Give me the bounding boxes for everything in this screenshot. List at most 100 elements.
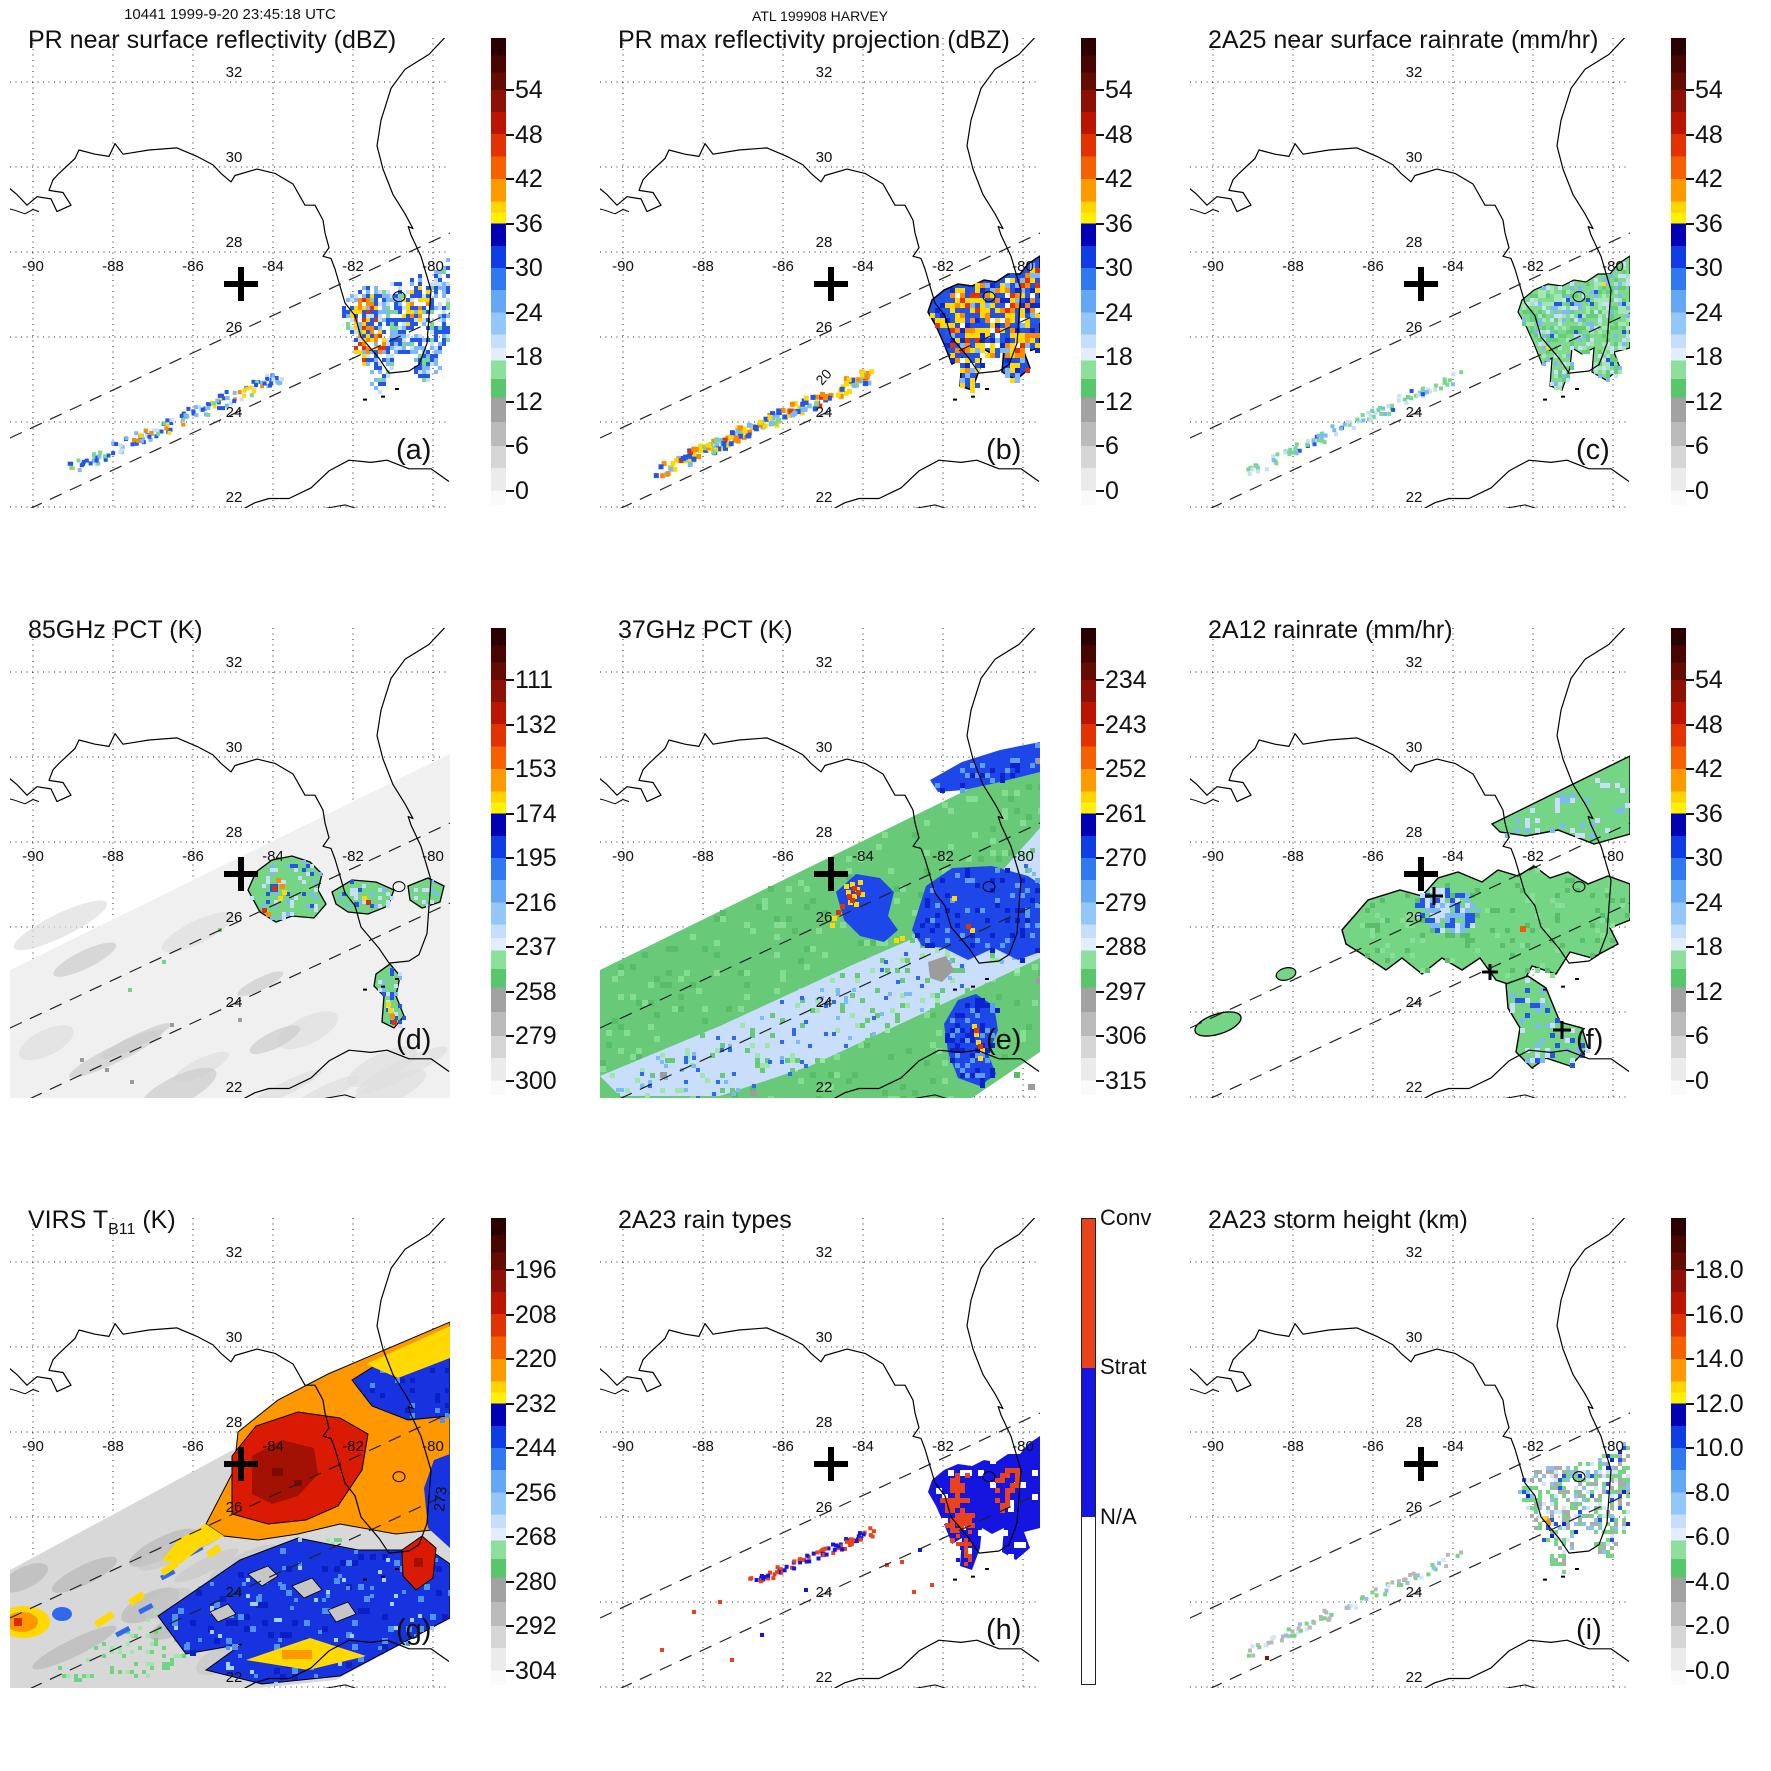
svg-text:32: 32 [816,654,833,671]
svg-text:-80: -80 [1602,848,1624,865]
colorbar-tick-mark [506,1269,514,1271]
colorbar-tick-mark [506,901,514,904]
colorbar-tick-label: 6 [1695,1022,1709,1051]
panel-title: 2A23 rain types [618,1206,792,1234]
colorbar-tick-mark [1686,1536,1694,1539]
panel-letter: (f) [1576,1024,1604,1056]
panel-2a25-near-surface-rainrate: -90 -88 -86 -84 -82 -80 32 30 28 26 24 22 2A25 near… [1180,0,1771,590]
colorbar-tick-label: 132 [515,710,557,739]
colorbar-tick-mark [506,311,514,314]
colorbar-tick-mark [506,1079,514,1082]
colorbar-segment-strat [1082,1367,1095,1517]
colorbar-tick-mark [1096,1035,1104,1038]
svg-text:-86: -86 [772,258,794,275]
panel-2a23-rain-types: -90 -88 -86 -84 -82 -80 32 30 28 26 24 22 2A23 rain… [590,1180,1180,1771]
colorbar [1671,1218,1686,1685]
svg-text:-90: -90 [612,1438,634,1455]
colorbar-segment-conv [1082,1219,1095,1368]
colorbar-tick-mark [1096,723,1104,726]
colorbar-category-label: Strat [1100,1354,1147,1379]
svg-text:-80: -80 [1012,258,1034,275]
orbit-timestamp-title: 10441 1999-9-20 23:45:18 UTC [124,6,336,23]
colorbar-tick-mark [1686,489,1694,492]
colorbar-tick-label: 12 [1695,977,1723,1006]
colorbar-tick-mark [1686,1079,1694,1082]
panel-pr-near-surface-reflectivity: -90 -88 -86 -84 -82 -80 32 30 28 26 24 22 PR near s… [0,0,590,590]
svg-text:30: 30 [226,149,243,166]
svg-text:-80: -80 [422,258,444,275]
colorbar-tick-mark [1686,1491,1694,1494]
svg-text:-90: -90 [22,1438,44,1455]
colorbar-tick-label: 10.0 [1695,1434,1744,1463]
colorbar-tick-label: 244 [515,1434,557,1463]
svg-text:-82: -82 [932,848,954,865]
map-f: -90 -88 -86 -84 -82 -80 32 30 28 26 24 22 [1190,628,1630,1098]
svg-text:32: 32 [816,1244,833,1261]
colorbar-tick-mark [1686,1669,1694,1672]
colorbar-tick-label: 8.0 [1695,1478,1730,1507]
svg-text:-88: -88 [102,258,124,275]
colorbar-tick-label: 292 [515,1612,557,1641]
colorbar-tick-mark [1096,311,1104,314]
colorbar-tick-label: 0 [1695,476,1709,505]
colorbar-tick-label: 36 [1695,209,1723,238]
svg-text:-82: -82 [932,1438,954,1455]
map-g: 273 -90 -88 -86 -84 -82 -80 32 30 28 26 24 22 [10,1218,450,1688]
colorbar-tick-mark [1686,1625,1694,1628]
colorbar-tick-label: 288 [1105,933,1147,962]
colorbar-tick-mark [1686,857,1694,860]
svg-text:22: 22 [816,489,833,506]
colorbar-tick-mark [1096,489,1104,492]
colorbar-tick-label: 153 [515,755,557,784]
svg-text:-84: -84 [852,258,874,275]
colorbar-tick-label: 18 [1105,343,1133,372]
svg-text:32: 32 [226,654,243,671]
colorbar-tick-mark [506,400,514,403]
colorbar-tick-label: 0.0 [1695,1656,1730,1685]
colorbar-tick-label: 2.0 [1695,1612,1730,1641]
panel-2a12-rainrate: -90 -88 -86 -84 -82 -80 32 30 28 26 24 22 2A12 rain… [1180,590,1771,1180]
svg-text:-82: -82 [342,848,364,865]
colorbar-tick-label: 279 [515,1022,557,1051]
colorbar-tick-label: 216 [515,888,557,917]
svg-text:28: 28 [1406,234,1423,251]
colorbar-tick-mark [506,990,514,993]
svg-text:26: 26 [816,909,833,926]
svg-text:-88: -88 [1282,848,1304,865]
colorbar-tick-mark [506,222,514,225]
svg-text:-90: -90 [612,848,634,865]
colorbar-tick-mark [1686,356,1694,359]
colorbar-tick-mark [506,946,514,949]
map-c: -90 -88 -86 -84 -82 -80 32 30 28 26 24 22 [1190,38,1630,508]
colorbar-tick-label: 174 [515,799,557,828]
svg-text:24: 24 [226,404,243,421]
svg-text:-90: -90 [1202,258,1224,275]
colorbar-tick-mark [1686,1035,1694,1038]
colorbar-tick-label: 42 [1695,165,1723,194]
panel-letter: (g) [396,1614,432,1646]
colorbar-tick-mark [506,178,514,181]
svg-text:-88: -88 [102,1438,124,1455]
colorbar-tick-mark [1686,812,1694,815]
svg-text:22: 22 [226,1669,243,1686]
svg-text:22: 22 [816,1079,833,1096]
colorbar-tick-label: 258 [515,977,557,1006]
svg-text:26: 26 [816,1499,833,1516]
colorbar-tick-mark [1096,679,1104,681]
colorbar-tick-label: 306 [1105,1022,1147,1051]
colorbar-category-label: N/A [1100,1504,1137,1529]
svg-text:-84: -84 [262,258,284,275]
colorbar-tick-mark [1096,356,1104,359]
colorbar-tick-label: 36 [1105,209,1133,238]
colorbar-tick-mark [1096,133,1104,136]
colorbar-tick-label: 48 [1695,120,1723,149]
panel-virs-tb11: 273 -90 -88 -86 -84 -82 -80 32 30 28 26 24 22 VIRS T… [0,1180,590,1771]
panel-letter: (i) [1576,1614,1602,1646]
svg-text:-86: -86 [1362,848,1384,865]
colorbar-tick-mark [506,445,514,448]
map-b: 20 -90 -88 -86 -84 -82 -80 32 30 28 26 24 22 [600,38,1040,508]
colorbar-tick-label: 12 [1695,387,1723,416]
svg-text:24: 24 [1406,994,1423,1011]
svg-text:-84: -84 [852,1438,874,1455]
colorbar-tick-label: 24 [515,298,543,327]
